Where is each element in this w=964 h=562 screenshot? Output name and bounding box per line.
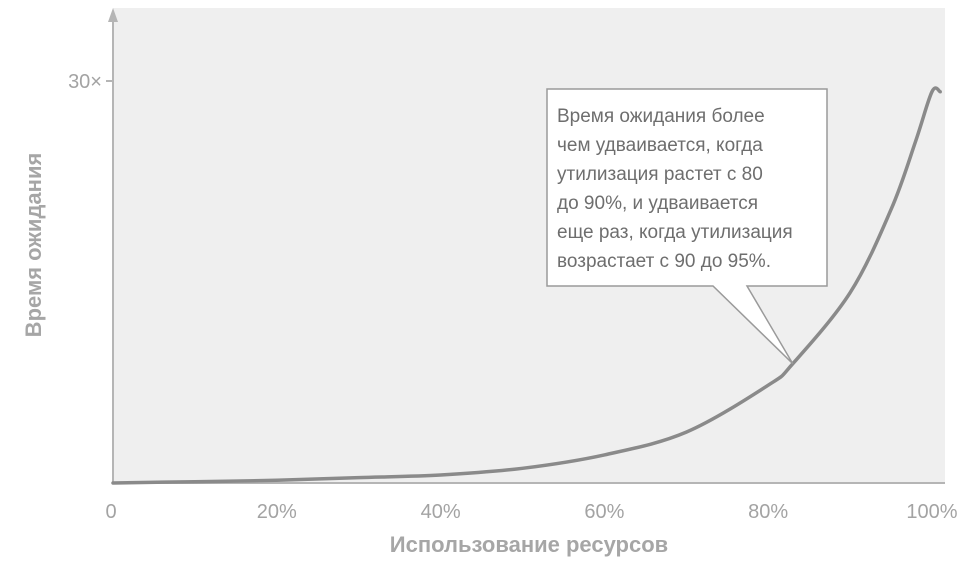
y-tick-label: 30× — [68, 71, 102, 93]
x-tick-label: 80% — [748, 501, 788, 523]
annotation-callout: Время ожидания более чем удваивается, ко… — [546, 88, 828, 365]
annotation-line-1: Время ожидания более — [557, 106, 765, 127]
y-axis-arrow-icon — [108, 8, 118, 22]
x-tick-label: 0 — [105, 501, 116, 523]
series-line — [111, 86, 942, 485]
x-tick-labels: 0 20% 40% 60% 80% 100% — [105, 501, 957, 523]
x-tick-label: 100% — [906, 501, 957, 523]
annotation-line-5: еще раз, когда утилизация — [557, 222, 793, 243]
annotation-line-2: чем удваивается, когда — [557, 135, 763, 156]
callout-box — [546, 88, 828, 365]
y-axis-title: Время ожидания — [21, 153, 46, 338]
x-tick-label: 60% — [584, 501, 624, 523]
annotation-line-4: до 90%, и удваивается — [557, 193, 758, 214]
x-tick-label: 20% — [257, 501, 297, 523]
annotation-line-3: утилизация растет с 80 — [557, 164, 763, 185]
annotation-line-6: возрастает с 90 до 95%. — [557, 251, 771, 272]
x-tick-label: 40% — [421, 501, 461, 523]
x-axis-title: Использование ресурсов — [390, 532, 668, 557]
